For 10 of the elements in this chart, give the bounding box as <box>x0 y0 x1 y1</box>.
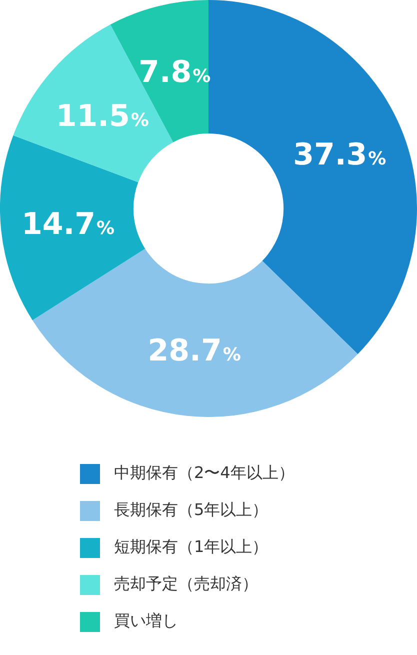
legend-label: 買い増し <box>114 611 178 632</box>
data-label: 37.3% <box>293 137 386 172</box>
legend-label: 売却予定（売却済） <box>114 574 258 595</box>
legend-label: 長期保有（5年以上） <box>114 500 268 521</box>
data-label: 14.7% <box>21 207 115 242</box>
data-label: 28.7% <box>148 334 241 369</box>
data-label: 7.8% <box>138 54 211 90</box>
data-label: 11.5% <box>56 99 149 134</box>
legend-label: 短期保有（1年以上） <box>114 537 268 558</box>
legend-label: 中期保有（2〜4年以上） <box>114 463 294 484</box>
